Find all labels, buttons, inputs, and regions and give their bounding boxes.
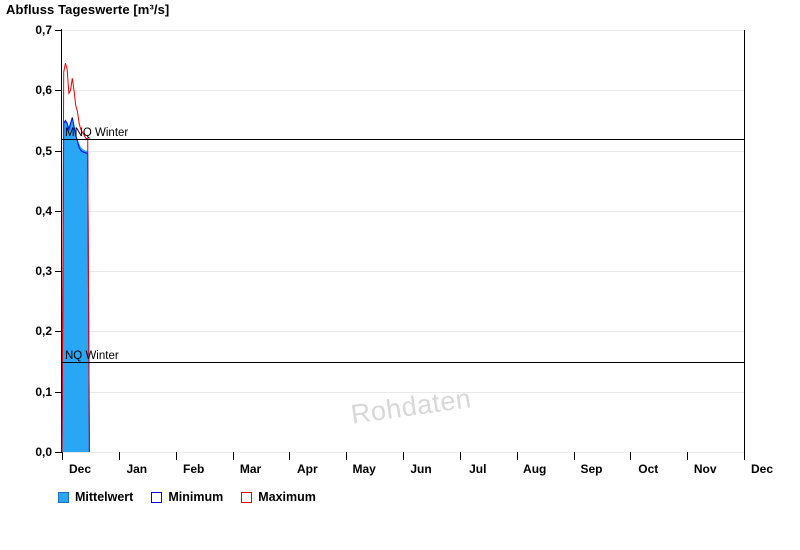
y-axis-line	[61, 29, 62, 453]
y-axis-tick	[55, 210, 62, 212]
x-axis-tick-label: Apr	[296, 462, 318, 476]
y-axis-tick	[55, 150, 62, 152]
x-axis-tick-label: Mar	[239, 462, 262, 476]
y-axis-tick	[55, 271, 62, 273]
y-axis-tick	[55, 30, 62, 31]
x-axis-tick	[232, 452, 234, 460]
reference-line	[62, 138, 744, 141]
x-axis-tick-label: Dec	[750, 462, 774, 476]
x-axis-tick-label: Jun	[410, 462, 432, 476]
x-axis-tick	[516, 452, 518, 460]
x-axis-tick-label: Jul	[469, 462, 487, 476]
data-series-canvas	[61, 63, 90, 453]
gridline	[62, 90, 744, 92]
y-axis-tick	[55, 90, 62, 92]
plot-area: MNQ Winter NQ Winter	[61, 30, 744, 453]
x-axis-tick-label: May	[352, 462, 376, 476]
y-axis-tick-label: 0,7	[35, 23, 52, 37]
series-bar-mittelwert	[63, 150, 76, 452]
reference-line	[62, 361, 744, 364]
x-axis-tick-label: Dec	[68, 462, 92, 476]
series-line-minimum	[61, 117, 90, 453]
x-axis-tick	[175, 452, 177, 460]
legend-label: Mittelwert	[75, 490, 134, 504]
x-axis-tick-label: Oct	[638, 462, 659, 476]
x-axis-tick	[289, 452, 291, 460]
legend-swatch-icon	[58, 491, 69, 503]
legend-item[interactable]: Minimum	[151, 490, 223, 504]
chart-legend: Mittelwert Minimum Maximum	[58, 490, 334, 504]
page-title: Abfluss Tageswerte [m³/s]	[6, 2, 170, 17]
y-axis-tick-label: 0,0	[35, 445, 52, 459]
x-axis-tick	[346, 452, 348, 460]
x-axis-tick	[459, 452, 461, 460]
x-axis-tick	[687, 452, 689, 460]
reference-line-label: MNQ Winter	[65, 126, 129, 139]
x-axis-tick-label: Feb	[183, 462, 205, 476]
x-axis-tick-label: Sep	[580, 462, 603, 476]
x-axis-tick	[744, 452, 745, 460]
y-axis-tick	[55, 331, 62, 333]
gridline	[62, 271, 744, 273]
reference-line-label: NQ Winter	[65, 349, 119, 362]
legend-swatch-icon	[151, 491, 163, 503]
y-axis-tick-label: 0,6	[35, 83, 52, 98]
x-axis-tick	[573, 452, 575, 460]
gridline	[62, 210, 744, 212]
series-line-maximum	[61, 63, 90, 453]
gridline	[62, 30, 744, 31]
x-axis-tick	[118, 452, 120, 460]
legend-item[interactable]: Maximum	[241, 490, 316, 504]
x-axis-tick-label: Jan	[126, 462, 148, 476]
gridline	[62, 331, 744, 333]
y-axis-tick-label: 0,3	[35, 264, 52, 279]
legend-item[interactable]: Mittelwert	[58, 490, 133, 504]
y-axis-tick-label: 0,2	[35, 324, 52, 339]
y-axis-tick-label: 0,5	[35, 143, 52, 158]
y-axis-tick	[55, 391, 62, 393]
y-axis-tick	[55, 452, 62, 453]
x-axis-tick-label: Nov	[693, 462, 717, 476]
y-axis-labels: 0,0 0,1 0,2 0,3 0,4 0,5 0,6 0,7	[0, 0, 52, 550]
legend-label: Minimum	[168, 490, 224, 504]
gridline	[62, 391, 744, 393]
legend-swatch-icon	[241, 491, 253, 503]
y-axis-tick-label: 0,4	[35, 203, 52, 218]
x-axis-tick	[62, 452, 63, 460]
x-axis-tick-label: Aug	[523, 462, 547, 476]
plot-right-border	[744, 30, 745, 453]
x-axis-tick	[630, 452, 632, 460]
gridline	[62, 150, 744, 152]
legend-label: Maximum	[258, 490, 316, 504]
x-axis-tick	[403, 452, 404, 460]
y-axis-tick-label: 0,1	[35, 384, 52, 399]
